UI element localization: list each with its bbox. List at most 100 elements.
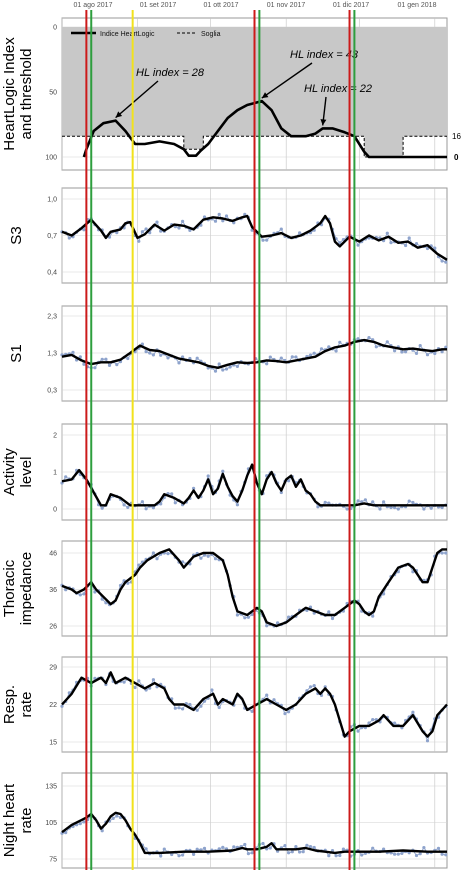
y-tick-label: 50 xyxy=(49,90,57,97)
raw-data-point xyxy=(250,612,254,617)
raw-data-point xyxy=(71,350,75,354)
raw-data-point xyxy=(268,846,272,850)
y-tick-label: 105 xyxy=(45,820,57,827)
raw-data-point xyxy=(100,357,104,361)
raw-data-point xyxy=(261,841,265,846)
raw-data-point xyxy=(78,355,82,359)
raw-data-point xyxy=(93,676,97,681)
raw-data-point xyxy=(371,614,375,618)
raw-data-point xyxy=(64,475,68,479)
date-tick-label: 01 gen 2018 xyxy=(398,2,437,9)
y-axis-label-line: rate xyxy=(18,692,35,718)
y-tick-label: 15 xyxy=(49,740,57,747)
y-tick-label: 0 xyxy=(53,25,57,32)
hl-index-annotation: HL index = 43 xyxy=(290,49,359,61)
raw-data-point xyxy=(287,615,291,619)
raw-data-point xyxy=(279,490,283,495)
raw-data-point xyxy=(316,505,320,509)
raw-data-point xyxy=(162,847,166,851)
raw-data-point xyxy=(382,500,386,504)
smoothed-trend-line xyxy=(61,463,447,507)
raw-data-point xyxy=(64,831,68,835)
y-tick-label: 46 xyxy=(49,551,57,558)
raw-data-point xyxy=(137,239,141,243)
y-tick-label: 0,7 xyxy=(47,233,57,240)
raw-data-point xyxy=(396,852,400,856)
raw-data-point xyxy=(440,852,444,856)
raw-data-point xyxy=(202,699,207,703)
panel-1: 0 50 100 HeartLogic Indexand threshold Indic… xyxy=(1,17,461,171)
raw-data-point xyxy=(305,843,309,847)
raw-data-point xyxy=(107,235,112,239)
raw-data-point xyxy=(122,680,126,684)
raw-data-point xyxy=(440,506,444,510)
top-date-axis: 01 ago 2017 01 set 2017 01 ott 2017 01 nov … xyxy=(74,2,437,9)
y-tick-label: 1,0 xyxy=(47,197,57,204)
date-tick-label: 01 nov 2017 xyxy=(267,2,306,9)
raw-data-point xyxy=(294,845,298,849)
raw-data-point xyxy=(195,356,199,360)
y-axis-label: S3 xyxy=(8,226,25,244)
event-lines xyxy=(85,10,356,870)
raw-data-point xyxy=(404,243,408,248)
raw-data-point xyxy=(100,506,104,510)
raw-data-point xyxy=(166,356,170,360)
panel-3: 2,3 1,3 0,3 S1 xyxy=(8,305,448,402)
annotation-arrow xyxy=(261,62,313,99)
legend-label-threshold: Soglia xyxy=(201,31,221,38)
raw-data-point xyxy=(133,685,137,690)
y-axis-label-line: S3 xyxy=(8,226,25,244)
raw-data-point xyxy=(385,340,389,344)
raw-data-point xyxy=(414,351,419,355)
y-axis-label: Night heartrate xyxy=(1,783,35,857)
raw-data-point xyxy=(246,852,250,856)
index-value-label: 0 xyxy=(454,153,459,162)
raw-data-point xyxy=(356,337,360,341)
raw-data-point xyxy=(422,846,426,850)
y-tick-label: 0,4 xyxy=(47,270,57,277)
raw-data-point xyxy=(444,260,448,264)
raw-data-point xyxy=(195,708,199,712)
raw-data-point xyxy=(100,829,104,833)
raw-data-point xyxy=(341,847,345,851)
raw-data-point xyxy=(151,353,155,357)
raw-data-point xyxy=(93,590,97,594)
raw-data-point xyxy=(444,345,448,349)
raw-data-point xyxy=(393,852,397,856)
y-axis-label-line: S1 xyxy=(8,344,25,362)
raw-data-point xyxy=(371,500,375,504)
raw-data-point xyxy=(385,231,389,235)
y-axis-label-line: impedance xyxy=(18,552,35,625)
heartlogic-index-line xyxy=(82,99,447,159)
y-tick-label: 0,3 xyxy=(47,388,57,395)
annotation-arrowhead xyxy=(320,119,327,126)
raw-data-point xyxy=(422,507,426,511)
raw-data-point xyxy=(148,351,152,355)
y-axis-label-line: and threshold xyxy=(18,49,35,140)
raw-data-point xyxy=(356,729,360,733)
raw-data-point xyxy=(217,705,221,710)
raw-data-point xyxy=(192,852,196,857)
raw-data-point xyxy=(367,336,371,340)
y-tick-label: 100 xyxy=(45,155,57,162)
raw-data-point xyxy=(327,501,331,505)
threshold-value-label: 16 xyxy=(452,132,461,141)
raw-data-point xyxy=(140,500,144,504)
raw-data-point xyxy=(224,214,229,218)
smoothed-trend-line xyxy=(61,214,448,261)
raw-data-point xyxy=(151,678,155,682)
y-tick-label: 0 xyxy=(53,507,57,514)
raw-data-point xyxy=(199,704,203,708)
raw-data-point xyxy=(221,219,225,223)
raw-data-point xyxy=(374,345,378,349)
raw-data-point xyxy=(389,241,393,245)
raw-data-point xyxy=(221,469,225,473)
raw-data-point xyxy=(228,365,232,369)
raw-data-point xyxy=(389,505,393,510)
legend-label-index: Indice HeartLogic xyxy=(100,31,155,38)
raw-data-point xyxy=(210,688,214,692)
raw-data-point xyxy=(137,679,141,683)
raw-data-point xyxy=(60,704,64,708)
annotation-arrowhead xyxy=(261,92,269,99)
